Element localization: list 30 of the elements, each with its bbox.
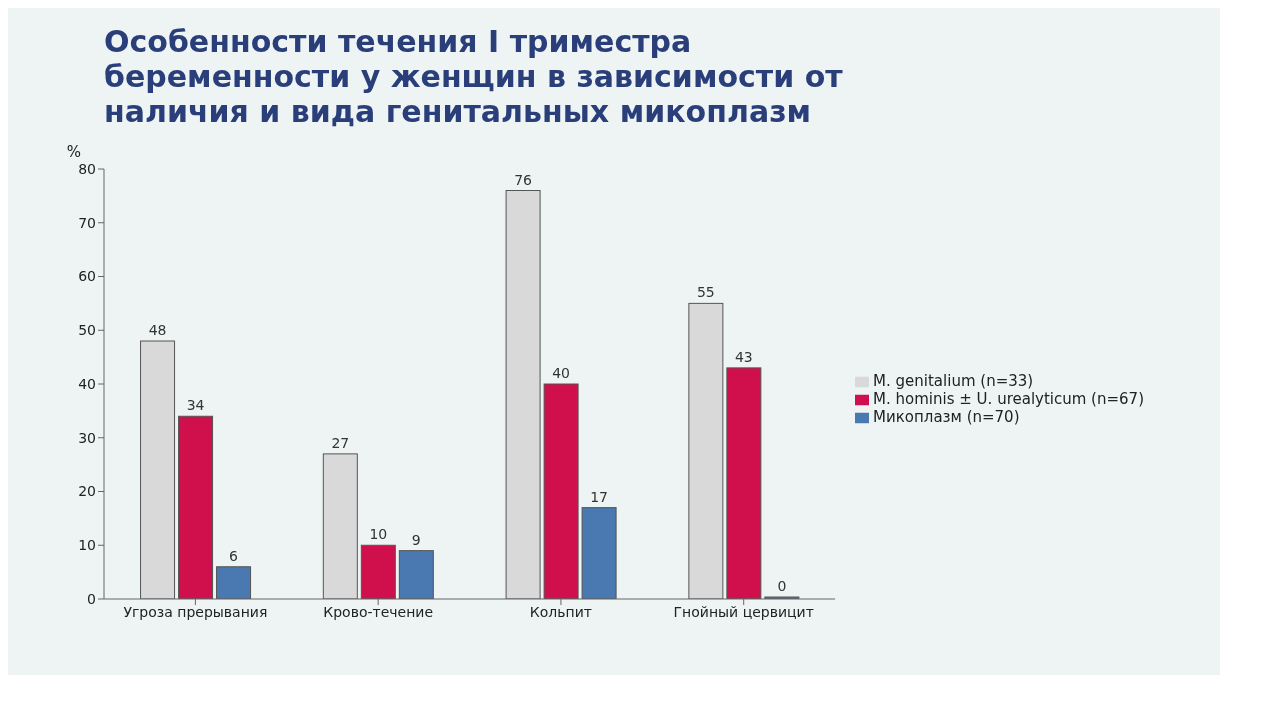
y-tick-label: 0 <box>87 590 96 607</box>
y-tick-label: 50 <box>78 322 96 339</box>
data-label: 76 <box>514 171 533 188</box>
chart-title: Особенности течения I триместра беременности у женщин в зависимости от наличия и вида генитальных микоплазм <box>104 24 844 129</box>
y-tick-label: 80 <box>78 160 96 177</box>
data-label: 43 <box>734 348 753 365</box>
data-label: 34 <box>186 397 205 414</box>
y-tick-label: 60 <box>78 268 96 285</box>
data-label: 9 <box>411 531 421 548</box>
data-label: 27 <box>331 434 350 451</box>
x-tick-label: Кольпит <box>529 603 592 620</box>
data-label: 10 <box>369 526 388 543</box>
data-label: 40 <box>552 365 571 381</box>
data-label: 17 <box>590 488 609 505</box>
data-label: 6 <box>229 547 239 564</box>
legend-label: M. genitalium (n=33) <box>873 372 1034 390</box>
y-tick-label: 40 <box>78 375 96 392</box>
data-label: 0 <box>777 578 787 594</box>
legend-label: Микоплазм (n=70) <box>873 408 1020 426</box>
y-tick-label: 20 <box>78 483 96 500</box>
legend-label: M. hominis ± U. urealyticum (n=67) <box>873 390 1144 408</box>
x-tick-label: Угроза прерывания <box>123 603 268 620</box>
x-tick-label: Гнойный цервицит <box>673 603 814 620</box>
x-tick-label: Крово-течение <box>323 603 434 620</box>
data-label: 55 <box>696 284 715 301</box>
y-tick-label: 70 <box>78 214 96 231</box>
y-axis-title: % <box>66 143 82 161</box>
y-tick-label: 30 <box>78 429 96 446</box>
y-tick-label: 10 <box>78 537 96 554</box>
data-label: 48 <box>148 322 167 338</box>
